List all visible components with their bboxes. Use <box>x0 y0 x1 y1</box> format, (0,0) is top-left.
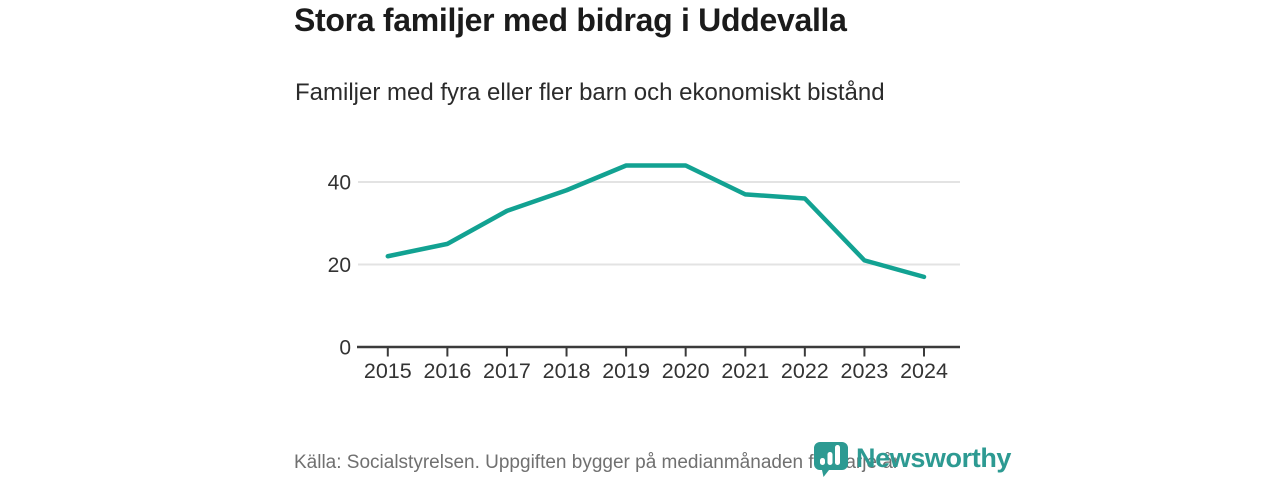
y-tick-label: 20 <box>328 254 351 277</box>
source-note: Källa: Socialstyrelsen. Uppgiften bygger… <box>294 452 900 473</box>
x-tick-label: 2022 <box>781 359 829 383</box>
x-tick-label: 2015 <box>364 359 412 383</box>
chart-title: Stora familjer med bidrag i Uddevalla <box>294 2 847 38</box>
data-line <box>385 163 927 280</box>
x-tick-label: 2016 <box>423 359 471 383</box>
bar-chart-pin-icon <box>814 442 848 477</box>
newsworthy-logo: Newsworthy <box>813 441 1011 478</box>
y-tick-label: 0 <box>339 337 351 360</box>
x-tick-label: 2020 <box>662 359 710 383</box>
x-tick-label: 2017 <box>483 359 531 383</box>
x-tick-label: 2019 <box>602 359 650 383</box>
chart-subtitle: Familjer med fyra eller fler barn och ek… <box>295 79 885 106</box>
line-chart: 0 20 40 2015 2016 2017 2018 2019 2020 2021 2022 202… <box>328 163 960 383</box>
x-tick-label: 2018 <box>543 359 591 383</box>
newsworthy-wordmark: Newsworthy <box>856 443 1012 473</box>
x-tick-label: 2023 <box>841 359 889 383</box>
x-tick-label: 2024 <box>900 359 948 383</box>
x-tick-label: 2021 <box>721 359 769 383</box>
y-tick-label: 40 <box>328 172 351 195</box>
